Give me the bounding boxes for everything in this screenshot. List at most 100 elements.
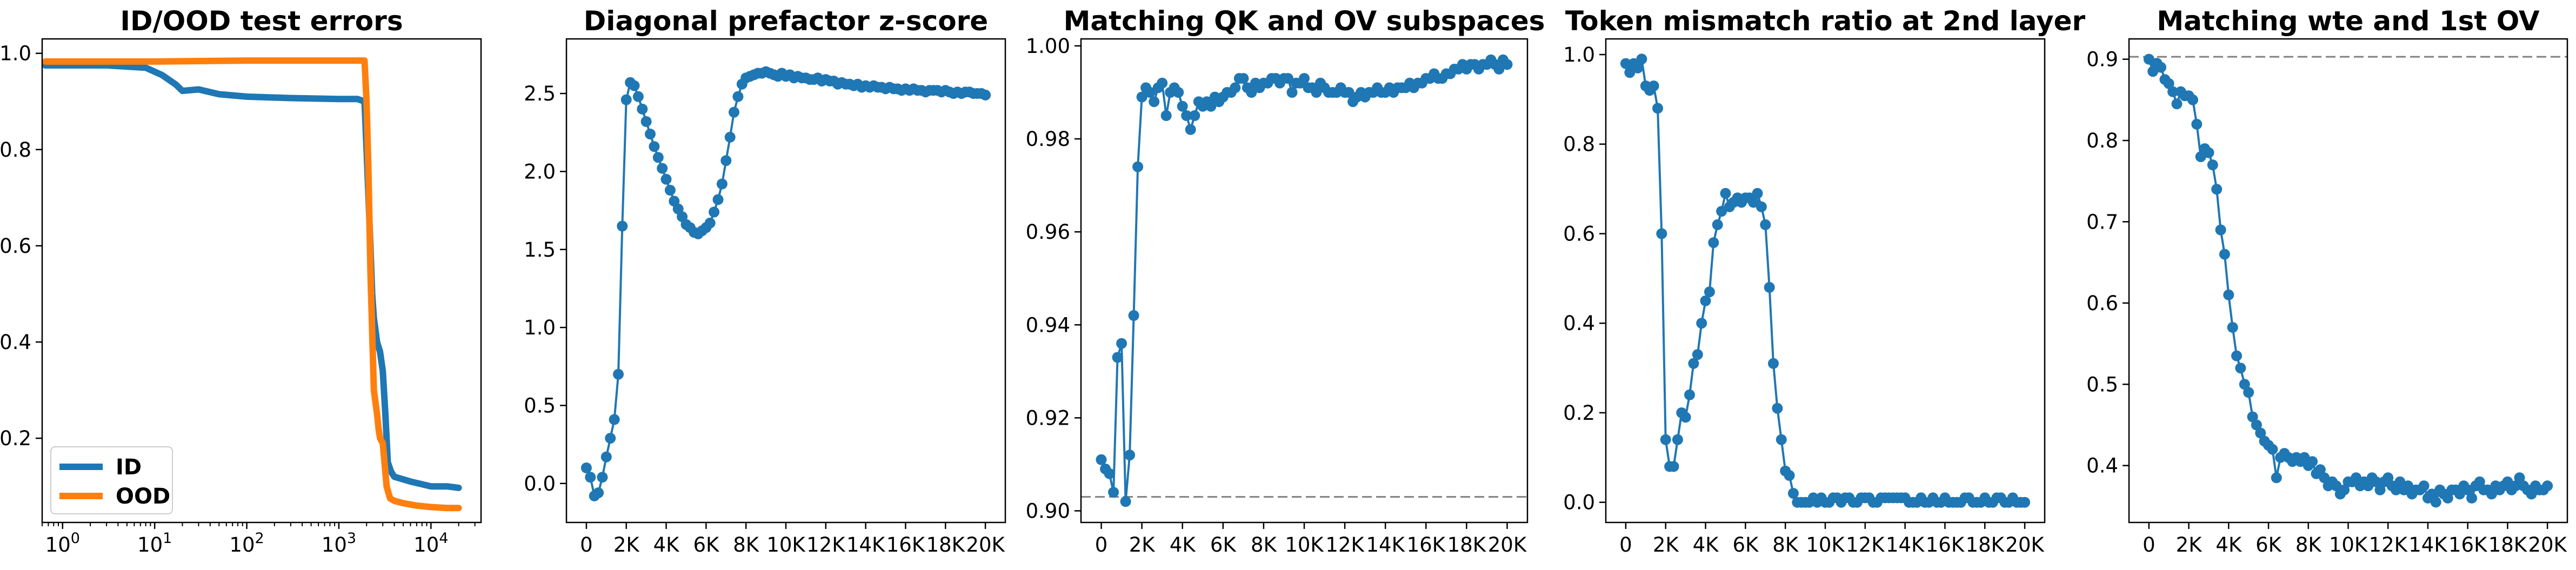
data-point	[1132, 161, 1144, 172]
data-point	[617, 220, 628, 232]
data-point	[2019, 497, 2031, 508]
x-tick-label: 10K	[766, 533, 806, 556]
data-point	[1181, 110, 1192, 121]
x-tick-label: 102	[229, 530, 264, 556]
x-tick-label: 20K	[2005, 533, 2045, 556]
data-point	[1700, 295, 1711, 306]
data-point	[660, 173, 672, 185]
y-tick-label: 0.9	[2086, 48, 2118, 71]
data-point	[2307, 456, 2318, 467]
data-point	[652, 152, 664, 163]
data-point	[2426, 488, 2438, 500]
data-point	[1684, 389, 1695, 400]
data-point	[2331, 480, 2342, 492]
data-point	[1144, 87, 1156, 98]
data-point	[1112, 352, 1123, 363]
data-point	[629, 80, 640, 91]
data-point	[1128, 310, 1139, 321]
data-point	[1177, 100, 1188, 112]
data-point	[1772, 403, 1783, 414]
data-point	[2363, 480, 2374, 492]
data-point	[1160, 110, 1172, 121]
data-point	[1096, 454, 1107, 465]
data-point	[2219, 249, 2230, 260]
y-tick-label: 0.6	[2086, 292, 2118, 315]
data-point	[580, 462, 592, 473]
x-tick-label: 12K	[2369, 533, 2408, 556]
data-point	[1652, 103, 1663, 114]
data-point	[2391, 484, 2401, 495]
y-tick-label: 1.0	[1563, 43, 1595, 66]
data-point	[2251, 419, 2262, 431]
x-tick-label: 8K	[1251, 533, 1278, 556]
data-point	[1104, 468, 1115, 479]
data-point	[2394, 476, 2406, 487]
x-tick-label: 8K	[733, 533, 760, 556]
data-point	[2314, 464, 2326, 475]
panel-1: ID/OOD test errors 100 101 102 103 104 0.2 0.4 0…	[0, 5, 482, 556]
x-tick-label: 6K	[1732, 533, 1759, 556]
data-point	[2510, 480, 2521, 492]
data-point	[2235, 363, 2246, 374]
data-point	[2514, 472, 2525, 484]
data-point	[2215, 224, 2226, 236]
data-point	[2155, 62, 2166, 73]
data-point	[704, 217, 716, 229]
data-point	[2207, 159, 2218, 171]
chart-title: Token mismatch ratio at 2nd layer	[1565, 5, 2086, 37]
data-point	[2371, 476, 2382, 487]
x-tick-label: 18K	[926, 533, 966, 556]
x-tick-label: 12K	[1846, 533, 1885, 556]
data-point	[2339, 484, 2350, 495]
data-point	[640, 116, 652, 127]
y-tick-label: 1.0	[0, 42, 31, 65]
series-line-ood	[42, 57, 462, 512]
data-point	[2231, 350, 2243, 361]
x-tick-label: 2K	[1129, 533, 1156, 556]
data-point	[1716, 206, 1727, 217]
y-tick-label: 1.00	[1026, 35, 1070, 58]
data-point	[620, 94, 632, 105]
data-point	[613, 368, 624, 380]
data-point	[1136, 91, 1147, 103]
x-tick-label: 0	[1095, 533, 1108, 556]
data-point	[1752, 187, 1763, 199]
data-point	[1712, 219, 1723, 230]
x-tick-label: 16K	[886, 533, 926, 556]
data-point	[1760, 219, 1771, 230]
data-point	[2243, 387, 2254, 398]
panel-3: Matching QK and OV subspaces 0 2K 4K 6K 8K 10K…	[1026, 5, 1545, 556]
data-point	[2203, 147, 2214, 158]
data-point	[1286, 87, 1298, 98]
panel-5: Matching wte and 1st OV 0 2K 4K 6K 8K 10K 12K 14…	[2086, 5, 2568, 556]
data-point	[637, 103, 648, 115]
data-point	[2163, 78, 2174, 89]
x-tick-label: 104	[413, 530, 448, 556]
data-point	[2351, 472, 2362, 484]
data-point	[609, 414, 620, 425]
data-point	[1787, 488, 1799, 499]
x-tick-label: 6K	[693, 533, 720, 556]
x-tick-label: 8K	[2295, 533, 2323, 556]
y-tick-label: 0.96	[1026, 220, 1070, 244]
data-point	[2167, 86, 2179, 97]
data-point	[2319, 472, 2330, 484]
data-point	[724, 131, 736, 143]
data-point	[1205, 100, 1217, 112]
y-tick-label: 0.4	[0, 331, 31, 354]
x-tick-label: 10K	[2329, 533, 2368, 556]
x-tick-label: 101	[137, 530, 172, 556]
y-tick-label: 0.5	[2086, 373, 2118, 396]
legend-label: OOD	[116, 484, 170, 509]
data-point	[1120, 496, 1131, 507]
data-point	[2430, 497, 2441, 508]
x-tick-label: 103	[322, 530, 356, 556]
data-point	[2383, 472, 2394, 484]
y-tick-label: 0.94	[1026, 313, 1070, 337]
data-point	[2187, 94, 2198, 105]
data-point	[1764, 281, 1775, 293]
data-point	[1283, 73, 1293, 84]
x-tick-label: 14K	[1886, 533, 1925, 556]
y-tick-label: 0.92	[1026, 406, 1070, 430]
data-point	[2418, 480, 2430, 492]
